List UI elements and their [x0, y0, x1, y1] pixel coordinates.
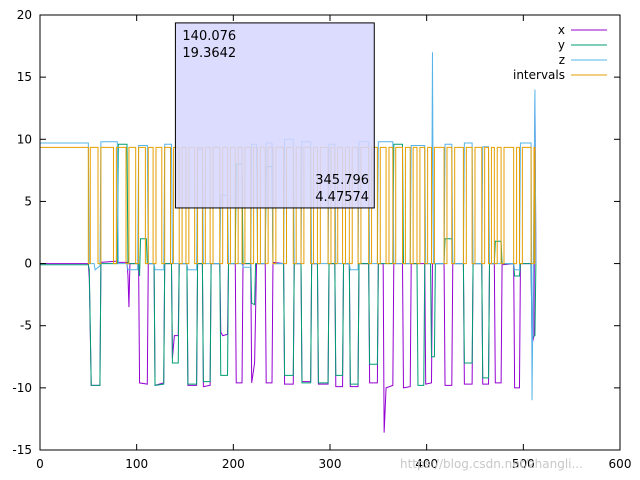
- y-tick-label: 20: [17, 8, 32, 22]
- watermark-text: https://blog.csdn.net/zhangli...: [400, 457, 583, 471]
- y-tick-label: 0: [24, 257, 32, 271]
- y-tick-label: 10: [17, 132, 32, 146]
- x-tick-label: 400: [415, 457, 438, 471]
- x-tick-label: 500: [512, 457, 535, 471]
- legend-label-x: x: [558, 23, 565, 37]
- x-tick-label: 100: [125, 457, 148, 471]
- y-tick-label: -15: [12, 443, 32, 457]
- x-tick-label: 600: [609, 457, 632, 471]
- zoom-end-x-label: 345.796: [315, 173, 369, 188]
- x-tick-label: 0: [36, 457, 44, 471]
- legend-label-y: y: [558, 38, 565, 52]
- y-tick-label: -5: [20, 319, 32, 333]
- zoom-end-y-label: 4.47574: [315, 190, 369, 205]
- series-line-y: [40, 143, 537, 386]
- zoom-selection-box[interactable]: 140.076 19.3642 345.796 4.47574: [174, 22, 375, 209]
- zoom-rectangle[interactable]: [174, 22, 375, 209]
- legend-label-intervals: intervals: [513, 68, 565, 82]
- zoom-start-y-label: 19.3642: [182, 46, 236, 61]
- y-tick-label: 5: [24, 194, 32, 208]
- legend-label-z: z: [559, 53, 565, 67]
- x-tick-label: 300: [319, 457, 342, 471]
- y-tick-label: 15: [17, 70, 32, 84]
- data-layer: [40, 52, 537, 433]
- y-tick-label: -10: [12, 381, 32, 395]
- zoom-start-x-label: 140.076: [182, 29, 236, 44]
- axes: 0 100 200 300 400 500 600 -15 -10 -5 0 5 10 15 20: [12, 8, 631, 471]
- x-tick-label: 200: [222, 457, 245, 471]
